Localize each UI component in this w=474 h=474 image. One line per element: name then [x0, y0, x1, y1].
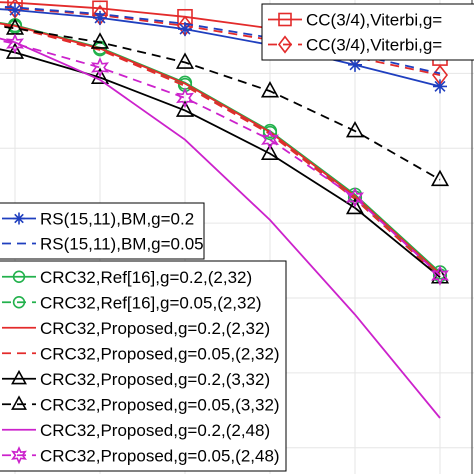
- circle-marker: [262, 125, 278, 141]
- star-marker: [433, 79, 447, 94]
- triangle-marker: [90, 67, 110, 84]
- triangle-marker: [5, 42, 25, 59]
- triangle-marker: [11, 395, 27, 410]
- legend-label: CC(3/4),Viterbi,g=: [306, 11, 442, 30]
- diamond-marker: [277, 35, 293, 54]
- triangle-marker: [90, 32, 110, 49]
- legend-label: RS(15,11),BM,g=0.05: [40, 235, 204, 254]
- legend-box: [0, 260, 287, 472]
- triangle-marker: [345, 197, 365, 215]
- legend-entry: CRC32,Proposed,g=0.2,(2,32): [2, 319, 270, 338]
- circle-marker: [12, 270, 26, 283]
- hexagram-marker: [11, 446, 27, 465]
- legend-entry: RS(15,11),BM,g=0.05: [2, 235, 204, 254]
- legend-label: CRC32,Proposed,g=0.2,(3,32): [40, 370, 270, 389]
- hexagram-marker: [431, 265, 449, 286]
- legend-entry: CRC32,Proposed,g=0.2,(3,32): [2, 370, 270, 389]
- series-line: [0, 37, 441, 419]
- legend-entry: CC(3/4),Viterbi,g=: [268, 11, 442, 30]
- legend-label: RS(15,11),BM,g=0.2: [40, 210, 194, 229]
- legend-entry: CC(3/4),Viterbi,g=: [268, 35, 442, 55]
- series-prop_02_248: [0, 37, 441, 419]
- triangle-marker: [345, 120, 365, 138]
- hexagram-marker: [346, 187, 364, 208]
- triangle-marker: [260, 81, 280, 98]
- legend-entry: CRC32,Proposed,g=0.05,(2,32): [2, 344, 280, 363]
- star-marker: [178, 22, 192, 37]
- star-marker: [13, 212, 25, 225]
- legend-entry: CRC32,Proposed,g=0.05,(2,48): [2, 446, 280, 465]
- legend-entry: CRC32,Proposed,g=0.2,(2,48): [2, 421, 270, 440]
- star-marker: [348, 57, 362, 72]
- triangle-marker: [11, 369, 27, 385]
- circle-marker: [347, 190, 363, 205]
- hexagram-marker: [176, 87, 194, 109]
- legend-label: CRC32,Proposed,g=0.05,(2,32): [40, 344, 280, 363]
- star-marker: [8, 3, 22, 18]
- hexagram-marker: [6, 33, 24, 54]
- series-prop_005_248: [0, 33, 449, 286]
- legend-label: CRC32,Proposed,g=0.2,(2,32): [40, 319, 270, 338]
- legend-entry: CRC32,Ref[16],g=0.2,(2,32): [2, 268, 252, 287]
- legend-box: [261, 3, 474, 61]
- legend-left: RS(15,11),BM,g=0.2 RS(15,11),BM,g=0.05: [0, 202, 205, 260]
- legend-box: [0, 202, 205, 260]
- triangle-marker: [175, 52, 195, 69]
- legend-bottom: CRC32,Ref[16],g=0.2,(2,32) CRC32,Ref[16],…: [0, 260, 287, 472]
- star-marker: [93, 10, 107, 25]
- legend-label: CRC32,Proposed,g=0.05,(3,32): [40, 395, 280, 414]
- legend-label: CRC32,Proposed,g=0.05,(2,48): [40, 446, 280, 465]
- series-prop_02_232: [0, 22, 441, 275]
- legend-top: CC(3/4),Viterbi,g= CC(3/4),Viterbi,g=: [261, 3, 474, 61]
- legend-label: CRC32,Proposed,g=0.2,(2,48): [40, 421, 270, 440]
- legend-entry: CRC32,Proposed,g=0.05,(3,32): [2, 395, 280, 414]
- hexagram-marker: [91, 57, 109, 78]
- legends: CC(3/4),Viterbi,g= CC(3/4),Viterbi,g= RS(1…: [0, 3, 474, 472]
- legend-entry: RS(15,11),BM,g=0.2: [2, 210, 194, 229]
- circle-marker: [12, 296, 26, 309]
- triangle-marker: [260, 143, 280, 160]
- series-line: [0, 23, 441, 277]
- legend-label: CRC32,Ref[16],g=0.2,(2,32): [40, 268, 252, 287]
- square-marker: [278, 12, 292, 27]
- legend-label: CC(3/4),Viterbi,g=: [306, 36, 442, 55]
- legend-entry: CRC32,Ref[16],g=0.05,(2,32): [2, 293, 262, 312]
- series-line: [0, 25, 441, 181]
- triangle-marker: [175, 100, 195, 117]
- triangle-marker: [430, 169, 450, 187]
- series-line: [0, 22, 441, 275]
- hexagram-marker: [261, 129, 279, 151]
- legend-label: CRC32,Ref[16],g=0.05,(2,32): [40, 293, 262, 312]
